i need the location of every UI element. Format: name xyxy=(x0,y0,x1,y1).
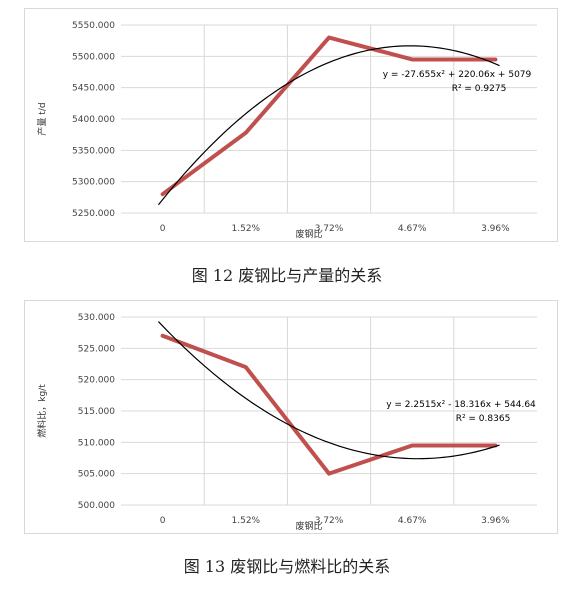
chart-1-caption: 图 12 废钢比与产量的关系 xyxy=(191,266,383,285)
chart-1-ytick-label: 5550.000 xyxy=(72,21,115,31)
chart-1-ytick-label: 5250.000 xyxy=(72,209,115,219)
chart-1-xtick-label: 3.96% xyxy=(481,224,510,234)
chart-1-xtick-label: 0 xyxy=(160,224,166,234)
chart-2-svg: 500.000 505.000 510.000 515.000 520.000 525.0… xyxy=(36,313,537,532)
chart-2-caption: 图 13 废钢比与燃料比的关系 xyxy=(183,557,391,576)
chart-1-svg: 5250.000 5300.000 5350.000 5400.000 5450.000… xyxy=(36,21,537,240)
chart-2-x-axis-title: 废钢比 xyxy=(295,520,322,532)
chart-2-ytick-label: 515.000 xyxy=(78,407,115,417)
chart-1-ytick-label: 5400.000 xyxy=(72,115,115,125)
chart-2-data-point xyxy=(244,365,248,369)
chart-2-data-point xyxy=(161,334,165,338)
chart-panel-2: 500.000 505.000 510.000 515.000 520.000 525.0… xyxy=(24,300,558,534)
chart-1-ytick-label: 5500.000 xyxy=(72,52,115,62)
chart-1-y-axis-title: 产量 t/d xyxy=(36,102,48,135)
chart-2-trendline xyxy=(158,321,500,460)
chart-2-ytick-label: 530.000 xyxy=(78,313,115,323)
chart-2-trend-equation: y = 2.2515x² - 18.316x + 544.64 xyxy=(386,400,536,410)
chart-2-data-point xyxy=(410,443,414,447)
chart-1-data-point xyxy=(327,36,331,40)
chart-1-ytick-label: 5300.000 xyxy=(72,178,115,188)
chart-1-data-point xyxy=(161,192,165,196)
chart-1-ytick-label: 5350.000 xyxy=(72,146,115,156)
chart-1-xtick-label: 4.67% xyxy=(398,224,427,234)
chart-1-xtick-label: 3.72% xyxy=(315,224,344,234)
chart-panel-1: 5250.000 5300.000 5350.000 5400.000 5450.000… xyxy=(24,8,558,242)
chart-2-xtick-label: 1.52% xyxy=(232,516,261,526)
chart-1-x-axis-title: 废钢比 xyxy=(295,228,322,240)
chart-1-ytick-label: 5450.000 xyxy=(72,84,115,94)
chart-1-data-point xyxy=(410,57,414,61)
chart-2-xtick-label: 3.72% xyxy=(315,516,344,526)
chart-2-xtick-label: 4.67% xyxy=(398,516,427,526)
chart-2-ytick-label: 505.000 xyxy=(78,470,115,480)
chart-1-data-point xyxy=(493,57,497,61)
chart-2-trend-r2: R² = 0.8365 xyxy=(456,414,511,424)
chart-1-trendline xyxy=(157,45,500,206)
chart-2-ytick-label: 520.000 xyxy=(78,376,115,386)
chart-1-trend-equation: y = -27.655x² + 220.06x + 5079 xyxy=(383,70,532,80)
chart-1-data-point xyxy=(244,131,248,135)
chart-2-xtick-label: 3.96% xyxy=(481,516,510,526)
chart-2-ytick-label: 525.000 xyxy=(78,344,115,354)
chart-1-series-line xyxy=(160,35,498,197)
chart-2-ytick-label: 510.000 xyxy=(78,438,115,448)
chart-2-ytick-label: 500.000 xyxy=(78,501,115,511)
chart-1-trend-r2: R² = 0.9275 xyxy=(452,84,507,94)
chart-2-y-axis-title: 燃料比，kg/t xyxy=(36,384,48,438)
chart-2-xtick-label: 0 xyxy=(160,516,166,526)
chart-1-xtick-label: 1.52% xyxy=(232,224,261,234)
chart-2-data-point xyxy=(327,472,331,476)
